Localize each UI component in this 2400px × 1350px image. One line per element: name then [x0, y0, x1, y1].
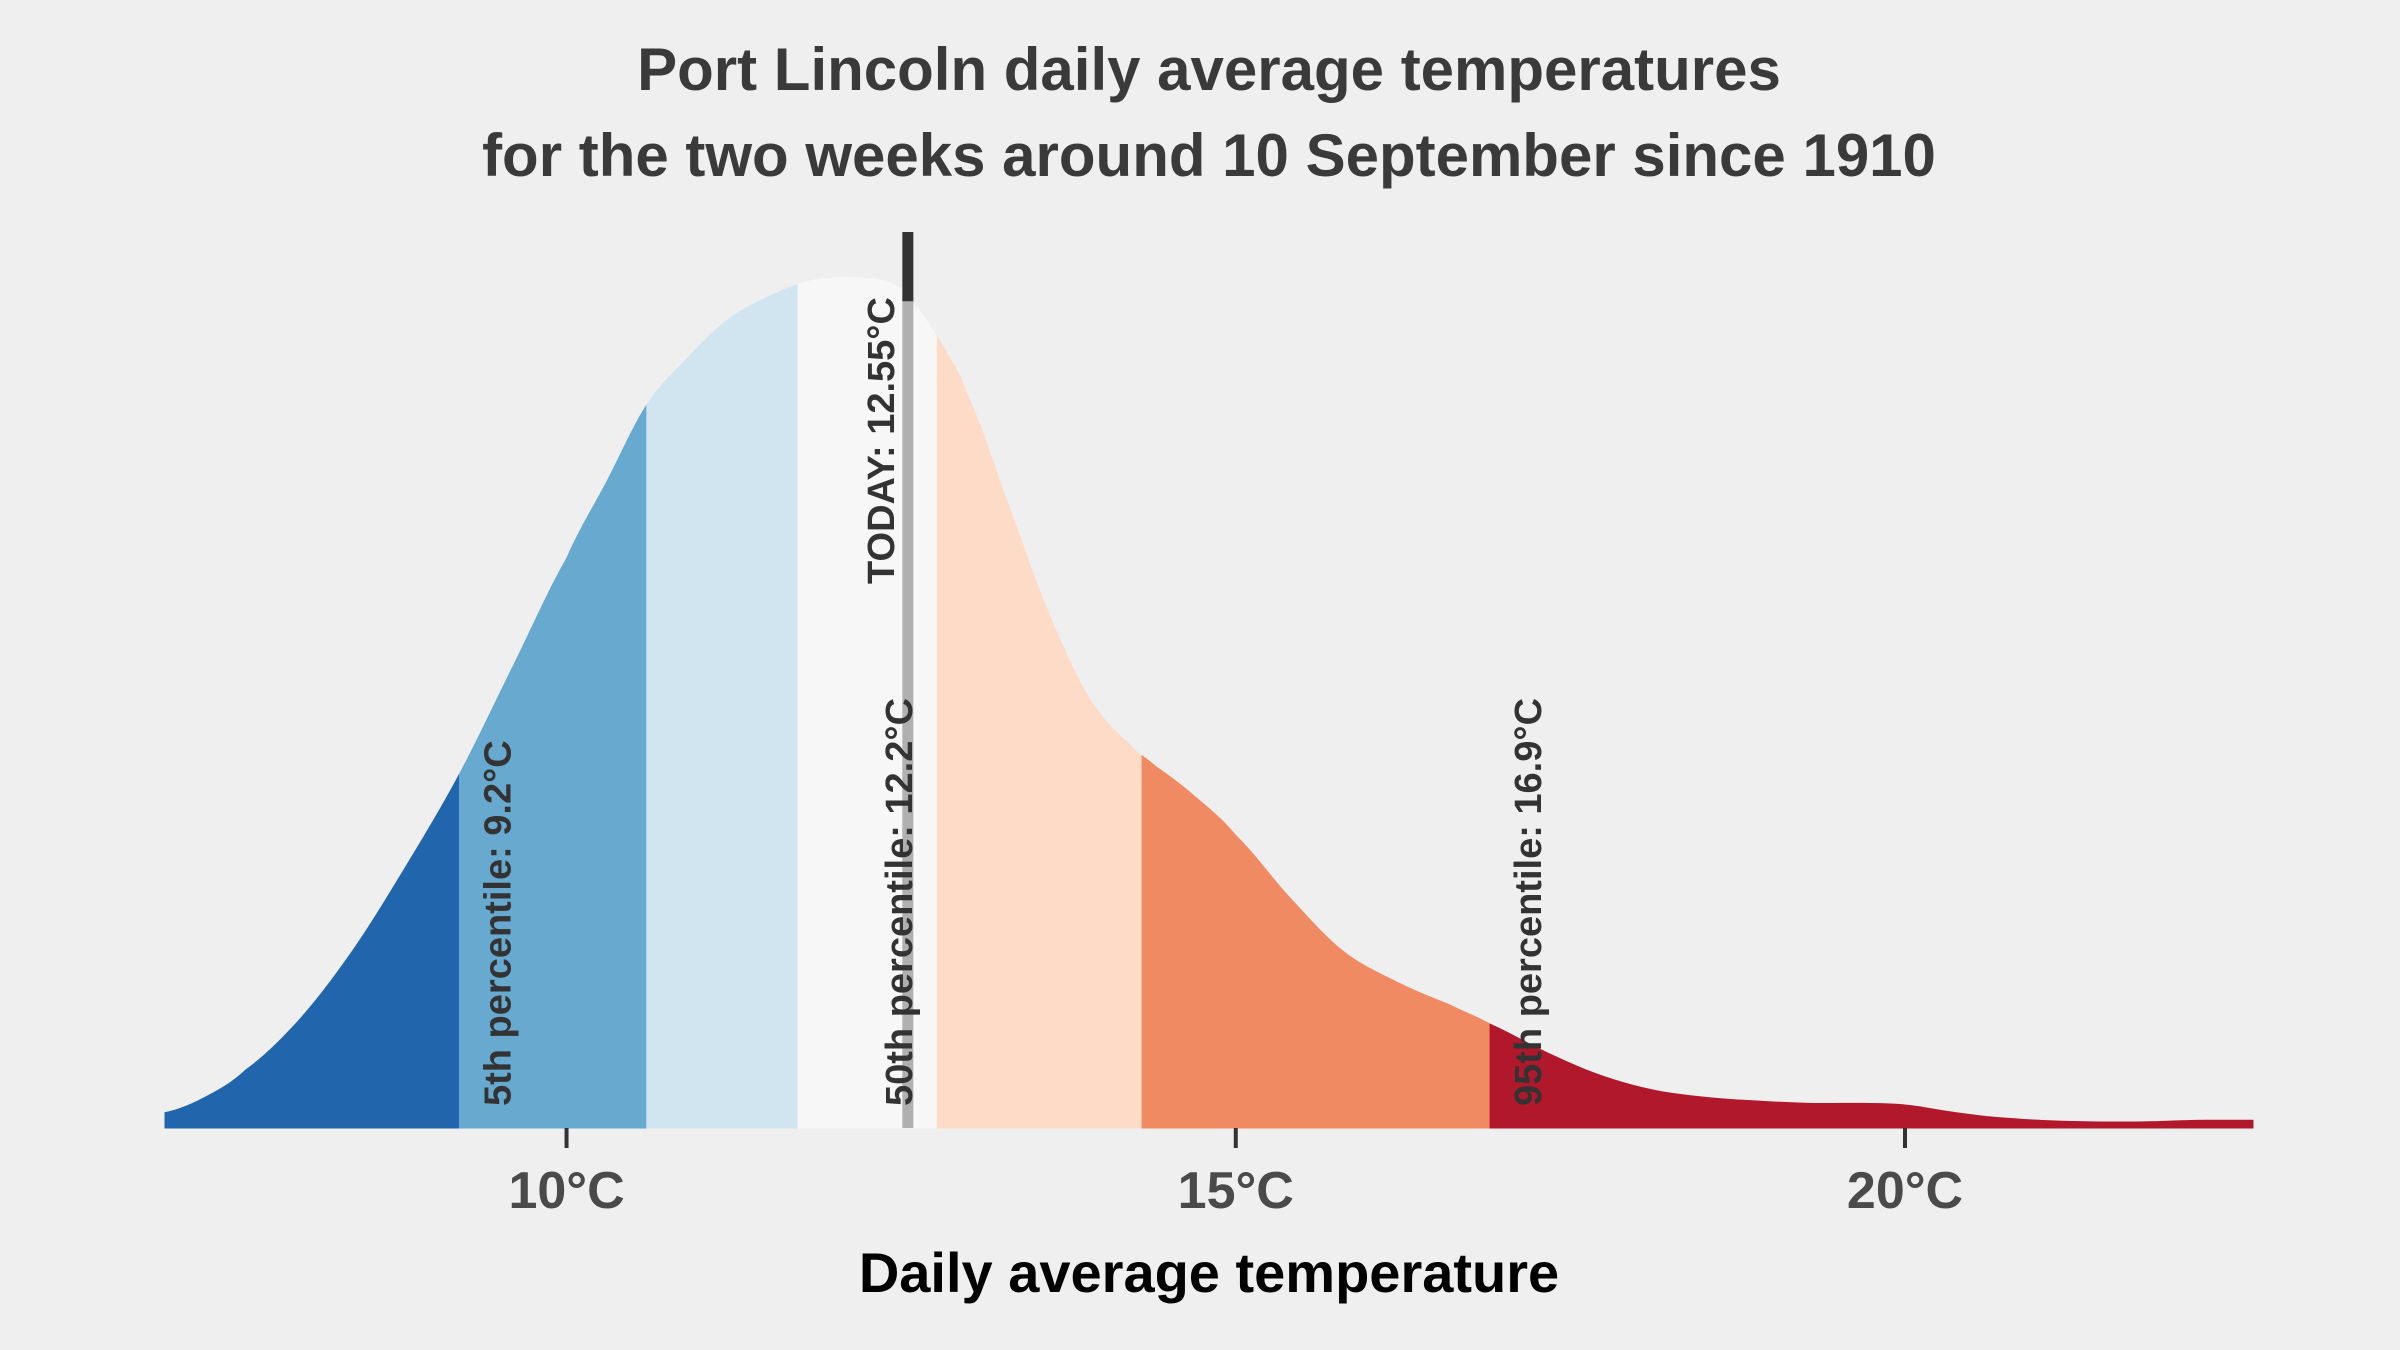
density-band-3 — [646, 283, 799, 1129]
x-axis: 10°C 15°C 20°C — [508, 1128, 1963, 1220]
x-tick-label-15: 15°C — [1178, 1162, 1294, 1220]
density-band-5 — [936, 335, 1143, 1129]
p95-label: 95th percentile: 16.9°C — [1508, 698, 1550, 1106]
annotations: 5th percentile: 9.2°C 50th percentile: 12… — [477, 297, 1550, 1106]
p5-label: 5th percentile: 9.2°C — [477, 740, 519, 1106]
density-band-7 — [1489, 1023, 2254, 1129]
p50-label: 50th percentile: 12.2°C — [879, 698, 921, 1106]
x-tick-label-20: 20°C — [1847, 1162, 1963, 1220]
density-band-6 — [1141, 754, 1491, 1129]
x-tick-label-10: 10°C — [508, 1162, 624, 1220]
density-band-1 — [164, 773, 460, 1129]
chart-title-line-1: Port Lincoln daily average temperatures — [637, 36, 1781, 103]
chart-title-line-2: for the two weeks around 10 September si… — [482, 122, 1936, 189]
x-axis-title: Daily average temperature — [859, 1241, 1559, 1304]
density-band-2 — [458, 403, 648, 1129]
density-bands — [164, 277, 2254, 1129]
today-label: TODAY: 12.55°C — [861, 297, 903, 584]
